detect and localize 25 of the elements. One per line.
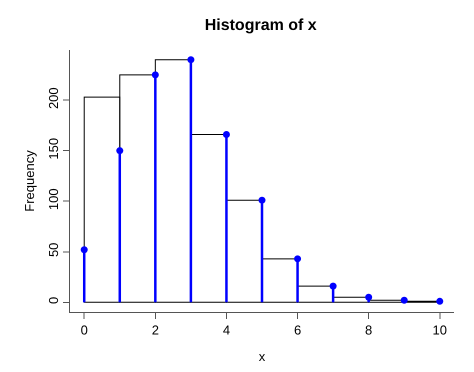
point (365, 294, 372, 301)
point (294, 255, 302, 262)
y-tick-label: 0 (46, 296, 61, 304)
point (80, 246, 88, 254)
point (222, 131, 230, 138)
chart-title: Histogram of x (204, 16, 317, 34)
x-axis-title: x (258, 349, 266, 364)
point (330, 282, 337, 290)
point (187, 56, 194, 64)
y-tick-label: 50 (46, 242, 61, 258)
x-tick-label: 8 (365, 322, 372, 338)
point (152, 71, 159, 78)
point (436, 298, 444, 305)
y-tick-label: 200 (46, 87, 61, 110)
x-tick-label: 2 (152, 322, 159, 338)
y-axis-title: Frequency (22, 150, 37, 212)
x-tick-label: 10 (432, 322, 448, 338)
y-tick-label: 100 (46, 188, 61, 210)
x-tick-label: 4 (222, 322, 230, 338)
point (116, 147, 124, 154)
y-tick-label: 150 (46, 138, 61, 160)
x-tick-label: 6 (294, 322, 302, 338)
x-tick-label: 0 (80, 322, 88, 338)
point (258, 196, 266, 204)
point (400, 296, 408, 304)
